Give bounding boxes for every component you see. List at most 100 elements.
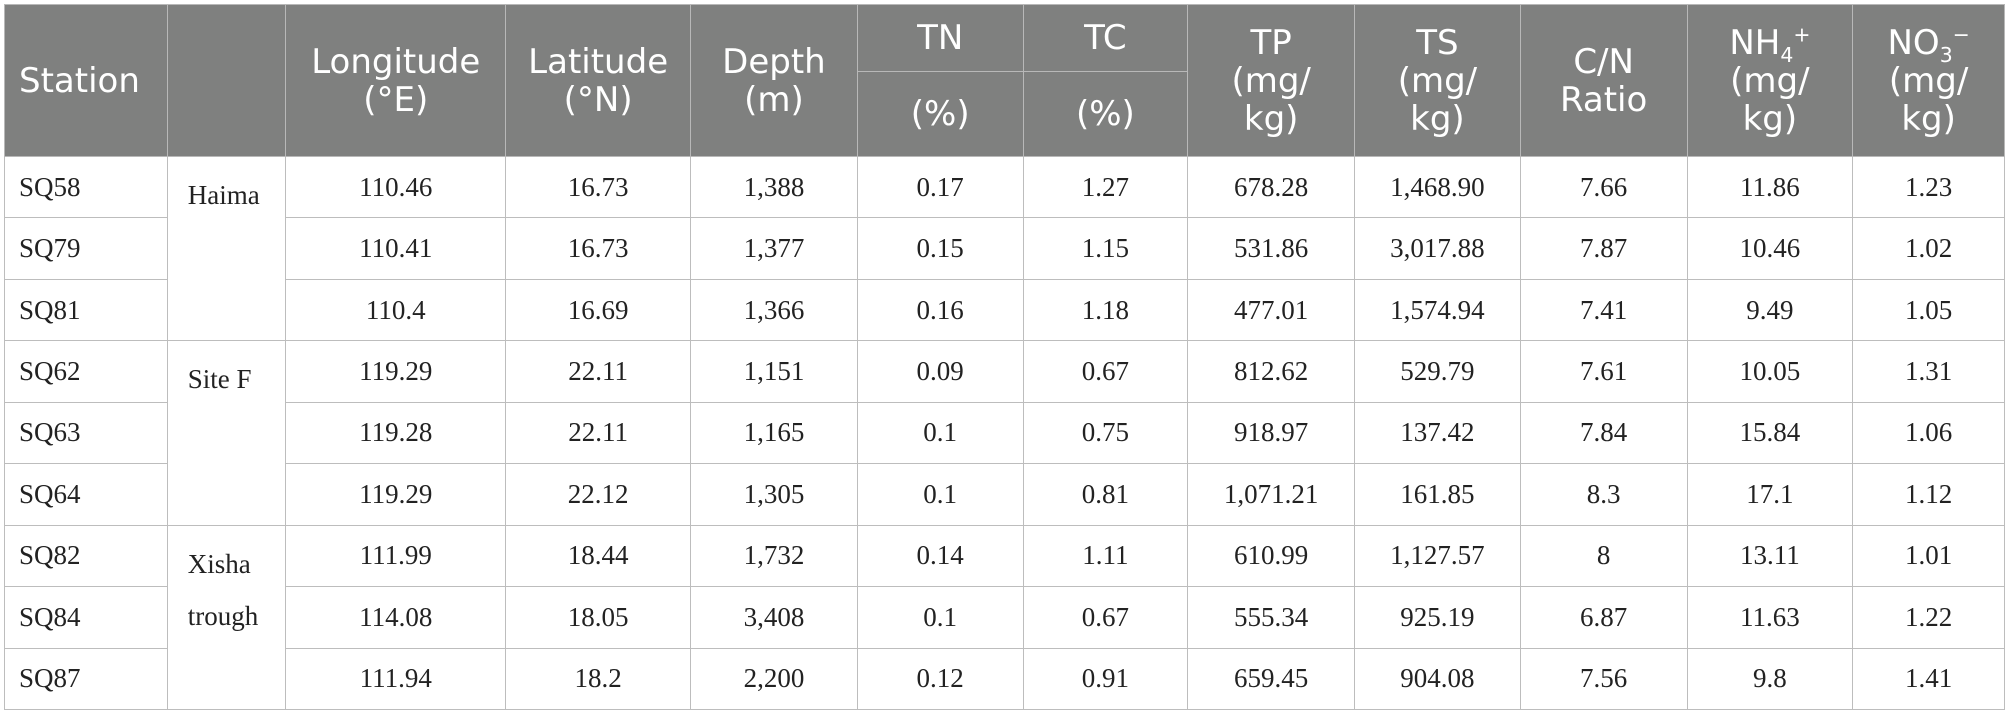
depth-cell: 1,165 — [690, 401, 858, 465]
nh4-cell: 11.86 — [1686, 155, 1854, 219]
lat-cell: 16.73 — [505, 217, 692, 280]
header-cn-label: C/N — [1573, 41, 1634, 82]
header-no3-unit-1: (mg/ — [1888, 60, 1969, 101]
header-depth: Depth (m) — [690, 4, 858, 157]
table-row: SQ84 114.08 18.05 3,408 0.1 0.67 555.34 925.19 6… — [4, 586, 2005, 649]
header-tc: TC — [1022, 4, 1189, 72]
header-ts-unit-1: (mg/ — [1397, 60, 1478, 101]
tp-cell: 918.97 — [1187, 401, 1356, 465]
lon-cell: 114.08 — [285, 586, 507, 649]
station-cell: SQ82 — [4, 524, 168, 588]
depth-cell: 1,377 — [690, 217, 858, 280]
depth-cell: 1,388 — [690, 155, 858, 219]
lat-cell: 18.44 — [505, 524, 692, 588]
group-label: Site F — [187, 364, 252, 395]
nh4-cell: 9.8 — [1686, 647, 1854, 710]
lon-cell: 119.29 — [285, 463, 507, 526]
header-tp: TP (mg/ kg) — [1187, 4, 1356, 157]
header-tn-unit: (%) — [856, 71, 1024, 157]
no3-cell: 1.12 — [1852, 463, 2005, 526]
tp-cell: 531.86 — [1187, 217, 1356, 280]
lon-cell: 110.4 — [285, 278, 507, 342]
header-region — [166, 4, 287, 157]
lon-cell: 119.28 — [285, 401, 507, 465]
tp-cell: 1,071.21 — [1187, 463, 1356, 526]
tp-cell: 477.01 — [1187, 278, 1356, 342]
table-row: SQ58 Haima 110.46 16.73 1,388 0.17 1.27 678.28 1… — [4, 155, 2005, 342]
header-tc-unit: (%) — [1022, 71, 1189, 157]
depth-cell: 2,200 — [690, 647, 858, 710]
cn-cell: 8.3 — [1519, 463, 1688, 526]
nh4-cell: 15.84 — [1686, 401, 1854, 465]
cn-cell: 7.61 — [1519, 340, 1688, 403]
tn-cell: 0.09 — [856, 340, 1024, 403]
station-cell: SQ87 — [4, 647, 168, 710]
tc-cell: 0.67 — [1022, 586, 1189, 649]
lat-cell: 16.73 — [505, 155, 692, 219]
tp-cell: 659.45 — [1187, 647, 1356, 710]
lon-cell: 110.41 — [285, 217, 507, 280]
header-tn: TN — [856, 4, 1024, 72]
table-row: SQ82 Xisha trough 111.99 18.44 1,732 0.14 1.11 6… — [4, 524, 2005, 711]
station-cell: SQ63 — [4, 401, 168, 465]
ts-cell: 1,468.90 — [1354, 155, 1521, 219]
data-table: Station Longitude (°E) Latitude (°N) Dep… — [4, 4, 2005, 711]
cn-cell: 7.56 — [1519, 647, 1688, 710]
tp-cell: 678.28 — [1187, 155, 1356, 219]
tn-cell: 0.12 — [856, 647, 1024, 710]
tc-cell: 1.27 — [1022, 155, 1189, 219]
tn-cell: 0.1 — [856, 463, 1024, 526]
lat-cell: 22.12 — [505, 463, 692, 526]
tn-cell: 0.1 — [856, 401, 1024, 465]
tn-cell: 0.15 — [856, 217, 1024, 280]
tc-cell: 0.67 — [1022, 340, 1189, 403]
header-cn-ratio-label: Ratio — [1559, 79, 1648, 120]
header-ts-unit-2: kg) — [1410, 98, 1465, 139]
depth-cell: 1,732 — [690, 524, 858, 588]
lat-cell: 22.11 — [505, 340, 692, 403]
group-label: Xisha — [187, 548, 251, 579]
lon-cell: 111.99 — [285, 524, 507, 588]
header-longitude: Longitude (°E) — [285, 4, 507, 157]
header-ts-label: TS — [1416, 22, 1459, 63]
header-latitude-unit: (°N) — [563, 79, 633, 120]
no3-cell: 1.06 — [1852, 401, 2005, 465]
table-row: SQ79 110.41 16.73 1,377 0.15 1.15 531.86 3,017.… — [4, 217, 2005, 280]
depth-cell: 1,366 — [690, 278, 858, 342]
lon-cell: 119.29 — [285, 340, 507, 403]
nh4-cell: 17.1 — [1686, 463, 1854, 526]
header-row-2: (%) (%) — [5, 71, 2005, 157]
no3-cell: 1.05 — [1852, 278, 2005, 342]
table-body: SQ58 Haima 110.46 16.73 1,388 0.17 1.27 678.28 1… — [4, 155, 2005, 711]
tn-cell: 0.17 — [856, 155, 1024, 219]
tp-cell: 812.62 — [1187, 340, 1356, 403]
header-latitude: Latitude (°N) — [505, 4, 692, 157]
depth-cell: 1,305 — [690, 463, 858, 526]
table-row: SQ81 110.4 16.69 1,366 0.16 1.18 477.01 1,574.9… — [4, 278, 2005, 342]
group-cell: Xisha trough — [166, 524, 287, 711]
ts-cell: 529.79 — [1354, 340, 1521, 403]
lat-cell: 16.69 — [505, 278, 692, 342]
header-cn-ratio: C/N Ratio — [1519, 4, 1688, 157]
no3-cell: 1.02 — [1852, 217, 2005, 280]
table-row: SQ63 119.28 22.11 1,165 0.1 0.75 918.97 137.42 7… — [4, 401, 2005, 465]
header-depth-label: Depth — [722, 41, 826, 82]
header-tp-unit-1: (mg/ — [1231, 60, 1311, 101]
header-nh4-unit-1: (mg/ — [1730, 60, 1810, 101]
header-no3: NO3− (mg/ kg) — [1852, 4, 2005, 157]
header-tp-unit-2: kg) — [1243, 98, 1299, 139]
table-row: SQ87 111.94 18.2 2,200 0.12 0.91 659.45 904.08 7… — [4, 647, 2005, 710]
header-latitude-label: Latitude — [528, 41, 669, 82]
station-cell: SQ81 — [4, 278, 168, 342]
header-nh4-label: NH4+ — [1729, 22, 1811, 67]
nh4-cell: 11.63 — [1686, 586, 1854, 649]
cn-cell: 7.41 — [1519, 278, 1688, 342]
tc-cell: 0.91 — [1022, 647, 1189, 710]
station-cell: SQ58 — [4, 155, 168, 219]
header-no3-unit-2: kg) — [1901, 98, 1956, 139]
no3-cell: 1.31 — [1852, 340, 2005, 403]
ts-cell: 925.19 — [1354, 586, 1521, 649]
no3-cell: 1.23 — [1852, 155, 2005, 219]
nh4-cell: 10.46 — [1686, 217, 1854, 280]
cn-cell: 7.87 — [1519, 217, 1688, 280]
